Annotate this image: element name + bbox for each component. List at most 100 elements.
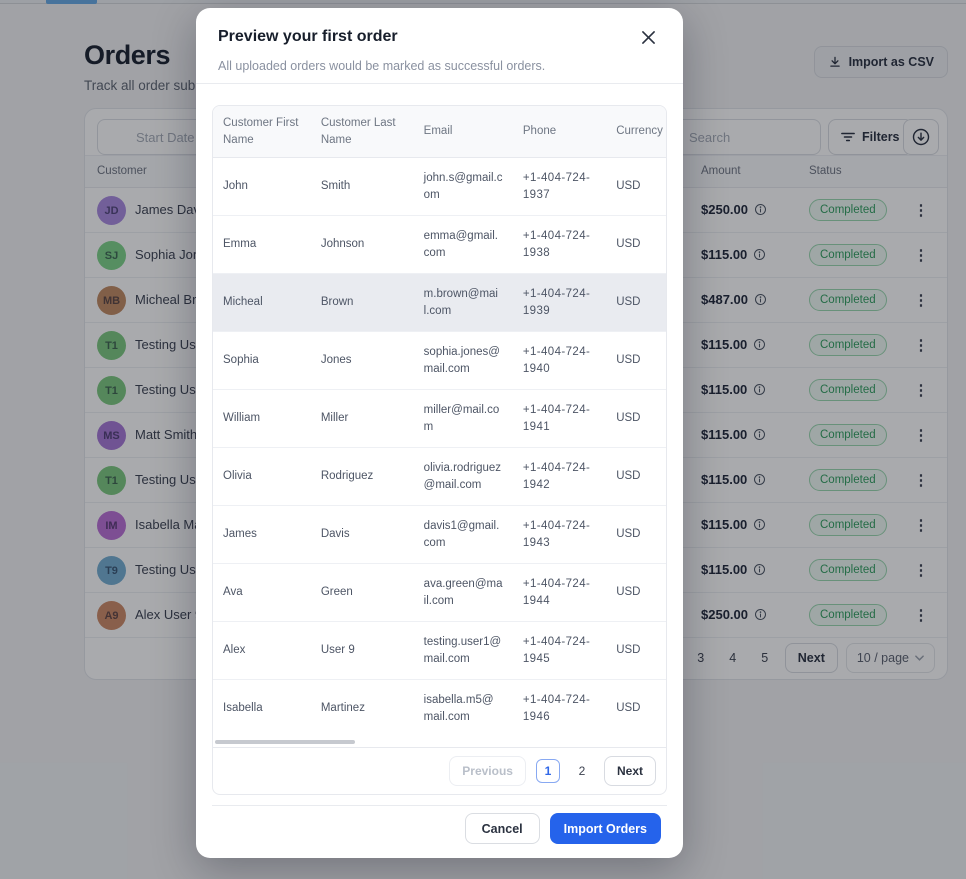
previous-page-button[interactable]: Previous bbox=[449, 755, 526, 786]
filter-icon bbox=[841, 131, 855, 143]
cell-phone: +1-404-724-1939 bbox=[512, 273, 607, 333]
kebab-menu-icon[interactable]: ⋮ bbox=[913, 292, 929, 309]
kebab-menu-icon[interactable]: ⋮ bbox=[913, 382, 929, 399]
status-badge: Completed bbox=[809, 469, 887, 491]
preview-page-number-2[interactable]: 2 bbox=[578, 763, 586, 778]
customer-name: Sophia Jones bbox=[135, 247, 214, 262]
download-circle-icon bbox=[911, 127, 931, 147]
preview-order-modal: Preview your first order All uploaded or… bbox=[196, 8, 683, 858]
kebab-menu-icon[interactable]: ⋮ bbox=[913, 562, 929, 579]
cell-last-name: Rodriguez bbox=[310, 447, 414, 507]
amount-value: $250.00 bbox=[701, 607, 748, 622]
kebab-menu-icon[interactable]: ⋮ bbox=[913, 247, 929, 264]
info-icon[interactable] bbox=[753, 563, 766, 576]
preview-column-header: Currency bbox=[606, 106, 666, 159]
next-page-button[interactable]: Next bbox=[603, 755, 656, 786]
import-as-csv-button[interactable]: Import as CSV bbox=[813, 46, 948, 78]
avatar: T1 bbox=[97, 376, 126, 405]
page-title: Orders bbox=[84, 40, 171, 70]
avatar: T9 bbox=[97, 556, 126, 585]
cancel-button[interactable]: Cancel bbox=[464, 813, 540, 844]
status-badge: Completed bbox=[809, 559, 887, 581]
status-badge: Completed bbox=[809, 334, 887, 356]
preview-column-header: Phone bbox=[512, 106, 607, 159]
amount-value: $115.00 bbox=[701, 337, 748, 352]
preview-table-row: William Miller miller@mail.com +1-404-724-1… bbox=[213, 389, 666, 449]
avatar: T1 bbox=[97, 331, 126, 360]
cell-email: davis1@gmail.com bbox=[413, 505, 513, 565]
search-input[interactable] bbox=[676, 119, 821, 155]
status-badge: Completed bbox=[809, 199, 887, 221]
page-size-select[interactable]: 10 / page bbox=[845, 643, 935, 673]
cell-currency: USD bbox=[606, 215, 666, 275]
cell-currency: USD bbox=[606, 389, 666, 449]
kebab-menu-icon[interactable]: ⋮ bbox=[913, 472, 929, 489]
page-number-4[interactable]: 4 bbox=[729, 651, 737, 665]
preview-table: Customer First Name Customer Last Name Ema… bbox=[212, 105, 667, 795]
modal-subtitle: All uploaded orders would be marked as s… bbox=[218, 59, 546, 73]
amount-cell: $115.00 bbox=[701, 472, 766, 487]
amount-cell: $115.00 bbox=[701, 382, 766, 397]
horizontal-scrollbar[interactable] bbox=[215, 739, 355, 744]
info-icon[interactable] bbox=[753, 338, 766, 351]
info-icon[interactable] bbox=[754, 293, 767, 306]
cell-first-name: Sophia bbox=[213, 331, 311, 391]
cell-last-name: Davis bbox=[310, 505, 414, 565]
cell-last-name: Green bbox=[310, 563, 414, 623]
cell-currency: USD bbox=[606, 447, 666, 507]
chevron-down-icon bbox=[915, 655, 924, 661]
preview-table-row: Isabella Martinez isabella.m5@mail.com +1-4… bbox=[213, 680, 666, 738]
kebab-menu-icon[interactable]: ⋮ bbox=[913, 607, 929, 624]
avatar: MB bbox=[97, 286, 126, 315]
info-icon[interactable] bbox=[753, 473, 766, 486]
avatar: JD bbox=[97, 196, 126, 225]
amount-value: $115.00 bbox=[701, 427, 748, 442]
import-orders-button[interactable]: Import Orders bbox=[549, 813, 661, 844]
cell-phone: +1-404-724-1940 bbox=[512, 331, 607, 391]
kebab-menu-icon[interactable]: ⋮ bbox=[913, 202, 929, 219]
kebab-menu-icon[interactable]: ⋮ bbox=[913, 517, 929, 534]
filters-button[interactable]: Filters bbox=[828, 119, 913, 155]
cell-last-name: Martinez bbox=[320, 702, 365, 715]
column-header-status: Status bbox=[809, 165, 842, 177]
amount-cell: $250.00 bbox=[701, 607, 767, 622]
avatar: SJ bbox=[97, 241, 126, 270]
export-button[interactable] bbox=[903, 119, 939, 155]
amount-value: $115.00 bbox=[701, 562, 748, 577]
active-nav-indicator bbox=[46, 0, 97, 4]
close-icon[interactable] bbox=[635, 24, 661, 50]
cell-currency: USD bbox=[606, 563, 666, 623]
cell-last-name: Smith bbox=[310, 157, 414, 217]
modal-title: Preview your first order bbox=[218, 28, 398, 45]
cell-email: isabella.m5@mail.com bbox=[423, 693, 494, 724]
info-icon[interactable] bbox=[754, 203, 767, 216]
cell-email: john.s@gmail.com bbox=[413, 157, 513, 217]
cell-first-name: Ava bbox=[213, 563, 311, 623]
amount-value: $115.00 bbox=[701, 382, 748, 397]
next-page-button[interactable]: Next bbox=[784, 643, 838, 673]
cell-phone: +1-404-724-1941 bbox=[512, 389, 607, 449]
kebab-menu-icon[interactable]: ⋮ bbox=[913, 427, 929, 444]
page-number-5[interactable]: 5 bbox=[761, 651, 769, 665]
cell-email: sophia.jones@mail.com bbox=[413, 331, 513, 391]
info-icon[interactable] bbox=[753, 383, 766, 396]
amount-value: $115.00 bbox=[701, 247, 748, 262]
cell-phone: +1-404-724-1942 bbox=[512, 447, 607, 507]
cell-email: testing.user1@mail.com bbox=[413, 621, 513, 681]
amount-cell: $115.00 bbox=[701, 337, 766, 352]
info-icon[interactable] bbox=[753, 518, 766, 531]
cell-phone: +1-404-724-1945 bbox=[512, 621, 607, 681]
avatar: IM bbox=[97, 511, 126, 540]
preview-page-number-1[interactable]: 1 bbox=[535, 758, 560, 783]
customer-name: James Davis bbox=[135, 202, 210, 217]
kebab-menu-icon[interactable]: ⋮ bbox=[913, 337, 929, 354]
cell-phone: +1-404-724-1937 bbox=[512, 157, 607, 217]
info-icon[interactable] bbox=[753, 428, 766, 441]
top-navbar-edge bbox=[0, 0, 966, 4]
column-header-customer: Customer bbox=[97, 165, 147, 177]
info-icon[interactable] bbox=[754, 608, 767, 621]
preview-table-header: Customer First Name Customer Last Name Ema… bbox=[213, 106, 666, 159]
page-number-3[interactable]: 3 bbox=[697, 651, 705, 665]
info-icon[interactable] bbox=[753, 248, 766, 261]
preview-table-row: Micheal Brown m.brown@mail.com +1-404-724-1… bbox=[213, 273, 666, 333]
